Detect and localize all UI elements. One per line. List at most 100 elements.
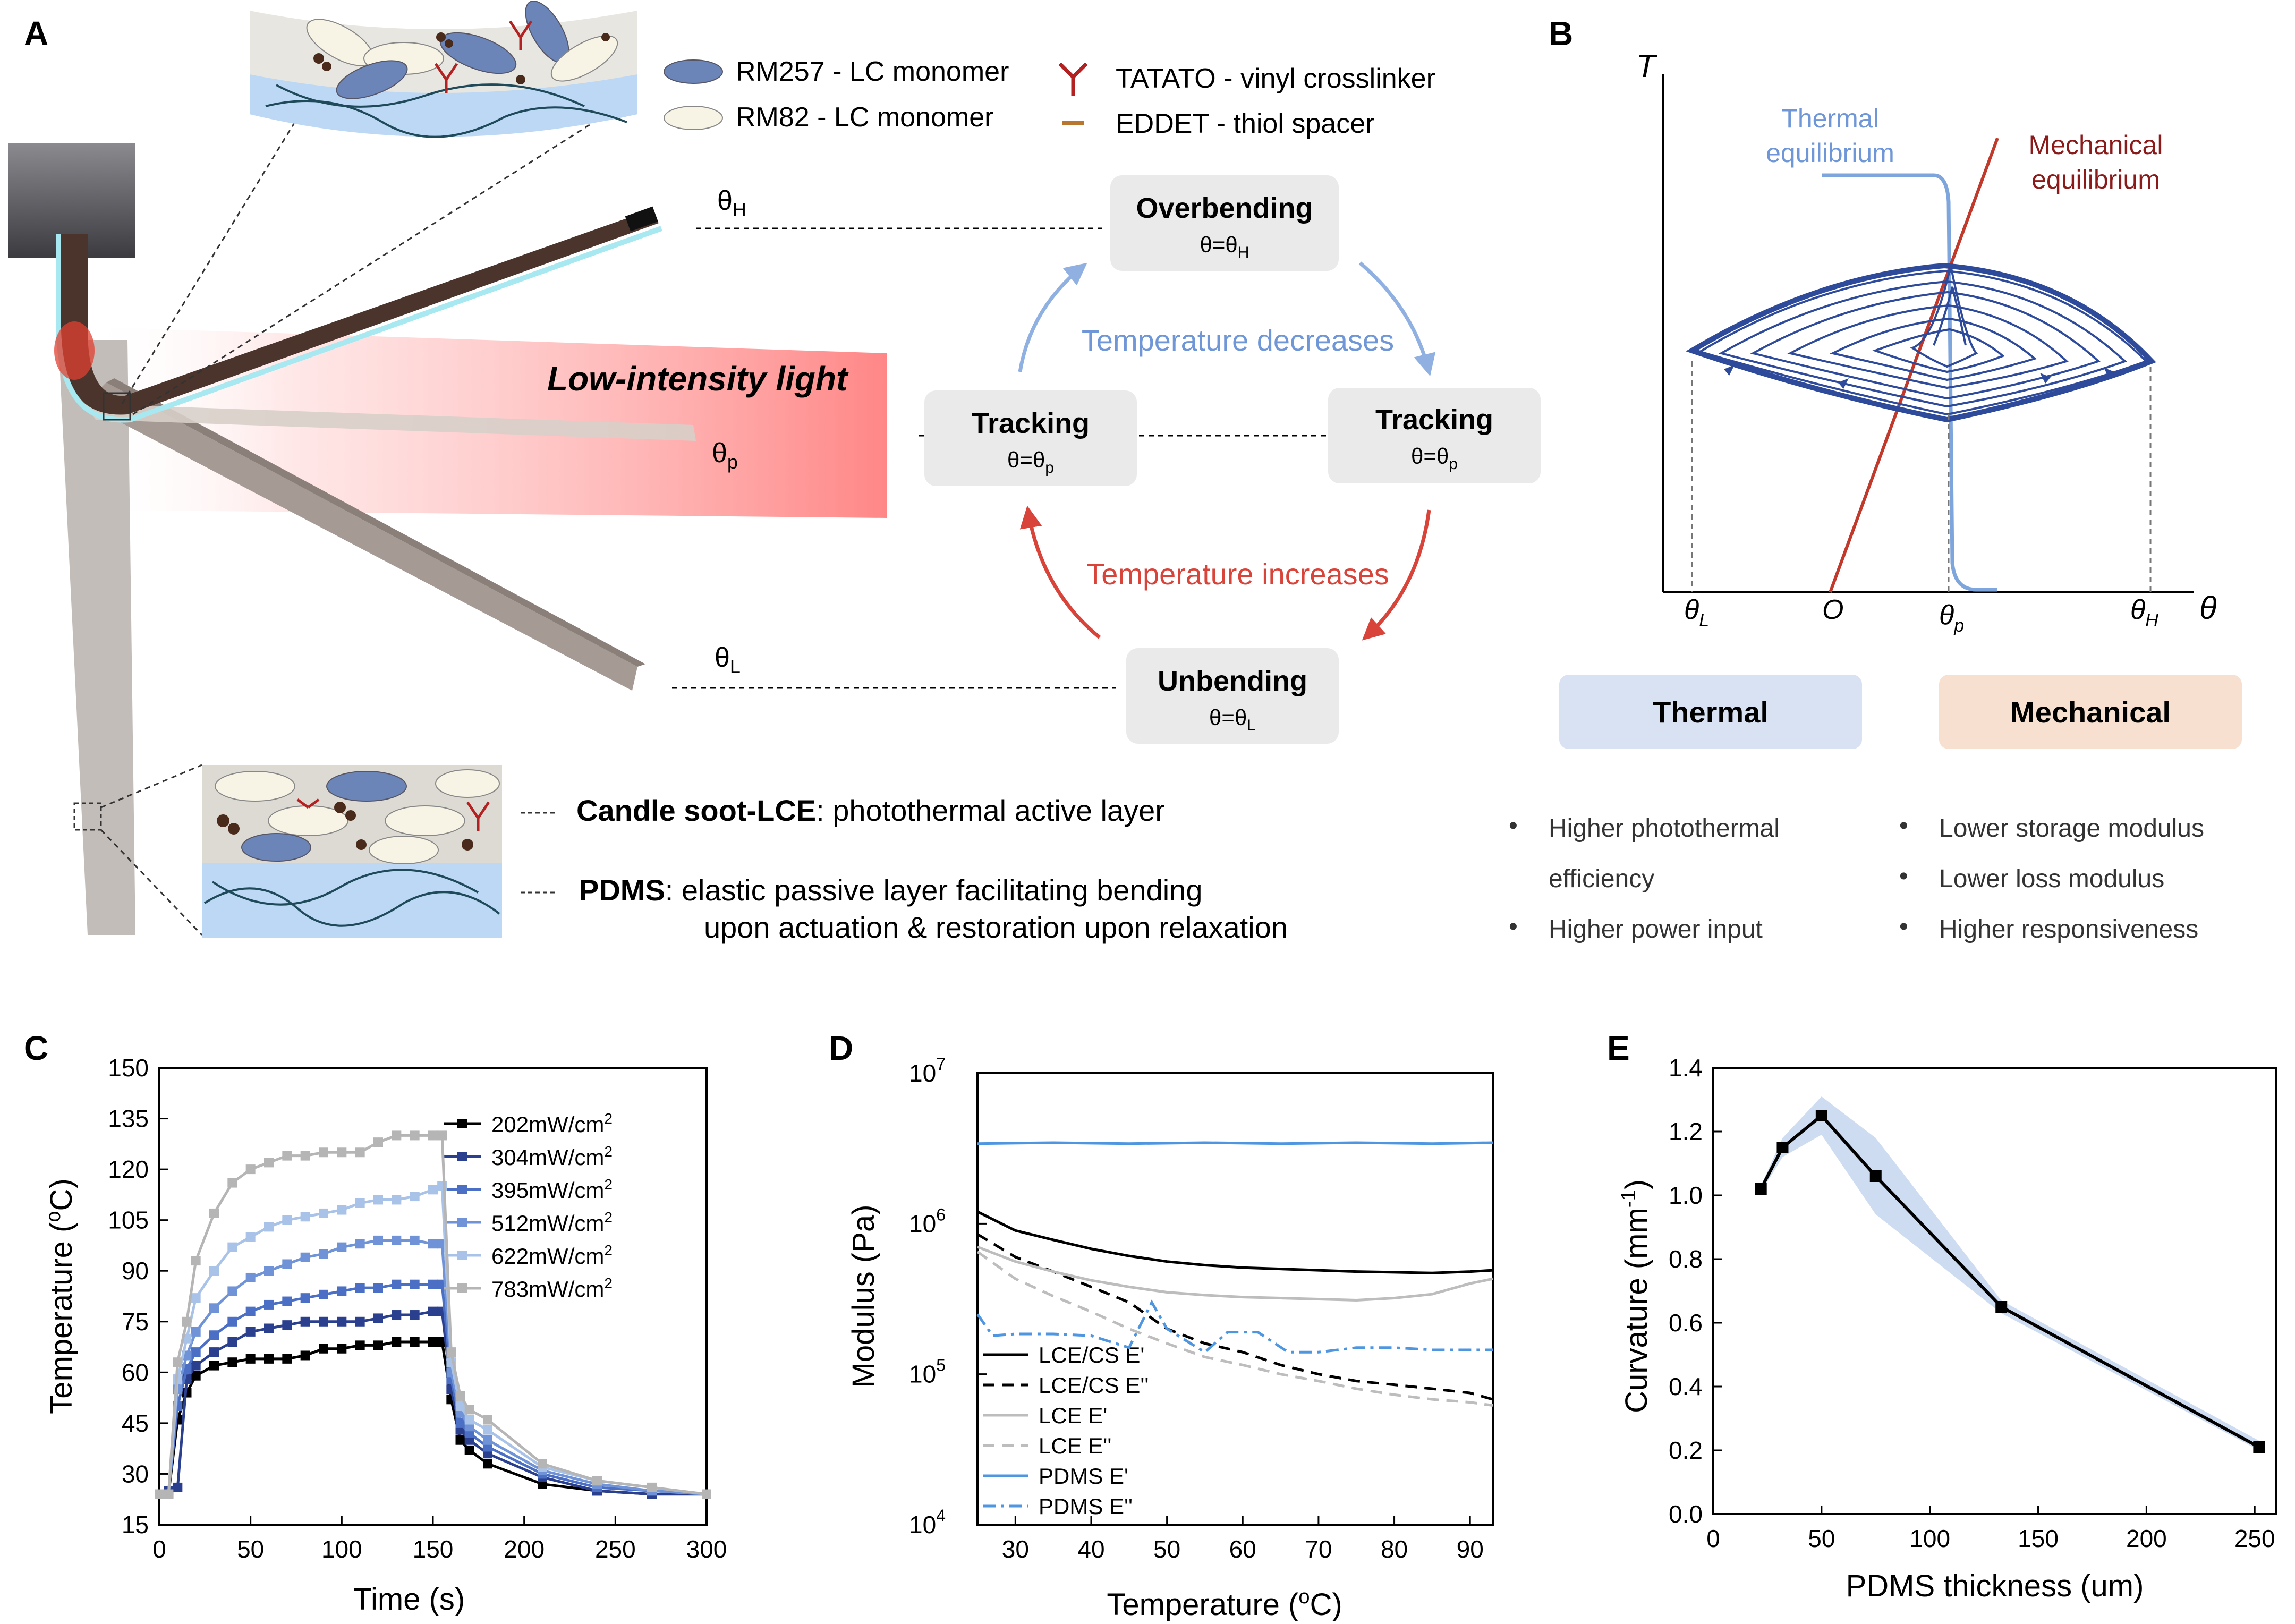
c-legend-marker [457,1152,467,1161]
c-xtick-label: 300 [686,1535,727,1563]
d-xtick-label: 90 [1457,1535,1484,1563]
c-series-point [392,1310,402,1320]
legend-rm257: RM257 - LC monomer [736,56,1009,87]
chart-curvature-thickness: 0 50 100 150 200 250 0.0 0.2 0.4 0.6 0.8 1.0 1.2 1.4 [1669,1054,2277,1552]
c-series-point [264,1354,274,1364]
d-xlabel: Temperature (oC) [1107,1586,1342,1622]
e-ytick-label: 0.2 [1669,1436,1703,1464]
svg-text:θ=θp: θ=θp [1411,444,1458,473]
axis-label-t: T [1636,48,1658,84]
c-series-point [392,1279,402,1289]
c-legend-label: 304mW/cm2 [491,1143,613,1170]
c-series-point [483,1435,492,1445]
c-series-point [282,1151,292,1161]
c-ytick-label: 105 [108,1206,149,1234]
c-series-point [373,1340,383,1350]
c-series-point [428,1337,438,1347]
d-series-line [976,1251,1493,1407]
e-ytick-label: 0.6 [1669,1309,1703,1337]
panel-b: B T θ Thermal equilibrium Mechanical equ… [1509,14,2242,943]
legend-tatato: TATATO - vinyl crosslinker [1116,63,1435,94]
arrow-up-blue [1018,262,1087,372]
c-series-point [337,1205,347,1215]
panel-label-c: C [24,1029,48,1067]
c-series-point [647,1482,657,1492]
arrow-down-red [1362,509,1431,641]
c-series-point [319,1344,328,1354]
pdms-description-1: PDMS: elastic passive layer facilitating… [579,873,1202,907]
e-series-point [1869,1170,1882,1182]
c-series-point [702,1489,711,1499]
monomer-legend: RM257 - LC monomer RM82 - LC monomer TAT… [664,56,1435,139]
c-series-point [437,1130,447,1141]
arrow-up-red [1019,505,1101,639]
svg-text:Tracking: Tracking [1375,404,1493,436]
c-series-point [282,1259,292,1269]
c-series-point [592,1476,602,1486]
e-xlabel: PDMS thickness (um) [1846,1569,2144,1603]
d-series-line [977,1141,1493,1145]
e-xtick-label: 100 [1909,1525,1950,1552]
c-series-point [446,1347,456,1357]
d-xtick-label: 30 [1002,1535,1029,1563]
c-series-point [300,1293,310,1303]
c-legend-label: 783mW/cm2 [491,1275,613,1302]
box-overbending: Overbending θ=θH [1110,175,1339,271]
c-ytick-label: 150 [108,1054,149,1082]
c-series-point [464,1445,474,1455]
c-series-point [373,1235,383,1245]
thermal-box [1559,675,1862,749]
c-series-point [455,1435,465,1445]
c-series-point [428,1306,438,1316]
c-series-point [264,1299,274,1310]
c-xtick-label: 200 [504,1535,545,1563]
thermal-eq-label-2: equilibrium [1766,138,1894,168]
d-series-line [976,1210,1493,1274]
e-ytick-label: 0.8 [1669,1245,1703,1273]
e-series-point [1776,1142,1789,1153]
d-legend-label: PDMS E'' [1039,1494,1133,1519]
e-ytick-label: 0.0 [1669,1500,1703,1528]
temp-increases-label: Temperature increases [1086,557,1389,591]
e-ytick-label: 0.4 [1669,1373,1703,1400]
strip-vertical [58,340,135,935]
c-series-point [455,1391,465,1401]
c-series-point [538,1459,547,1469]
light-label: Low-intensity light [547,360,849,398]
c-series-point [282,1296,292,1306]
limit-cycle-spiral [1686,262,2156,423]
theta-p-label: θp [712,438,738,473]
c-series-point [282,1320,292,1330]
strip-tracking [85,404,696,441]
d-ytick-label: 106 [909,1205,946,1237]
temp-decreases-label: Temperature decreases [1082,324,1394,357]
c-series-point [227,1242,237,1252]
c-series-point [173,1357,183,1367]
c-series-point [209,1347,219,1357]
c-series-point [337,1316,347,1327]
panel-c: C 0 50 100 150 200 250 300 15 30 45 60 75 90 105 120 13… [24,1029,727,1617]
c-series-point [337,1147,347,1158]
panel-label-d: D [829,1029,853,1067]
panel-a: A [8,0,1541,944]
panel-label-e: E [1607,1029,1630,1067]
svg-text:Tracking: Tracking [972,407,1090,439]
e-xtick-label: 150 [2018,1525,2059,1552]
c-series-point [300,1151,310,1161]
c-ytick-label: 15 [122,1511,149,1538]
c-series-point [155,1489,164,1499]
thermal-bullet-1: Higher photothermal [1549,814,1780,843]
c-series-point [337,1344,347,1354]
c-series-point [227,1357,237,1367]
tick-origin: O [1822,594,1843,625]
d-ytick-label: 105 [909,1356,946,1388]
c-series-point [355,1283,365,1293]
e-series-point [2253,1441,2265,1453]
c-ytick-label: 45 [122,1409,149,1437]
c-series-point [428,1279,438,1289]
c-series-point [300,1252,310,1262]
c-xtick-label: 100 [321,1535,362,1563]
c-series-point [300,1316,310,1327]
e-plot-frame [1712,1067,2277,1515]
c-series-point [245,1272,256,1282]
